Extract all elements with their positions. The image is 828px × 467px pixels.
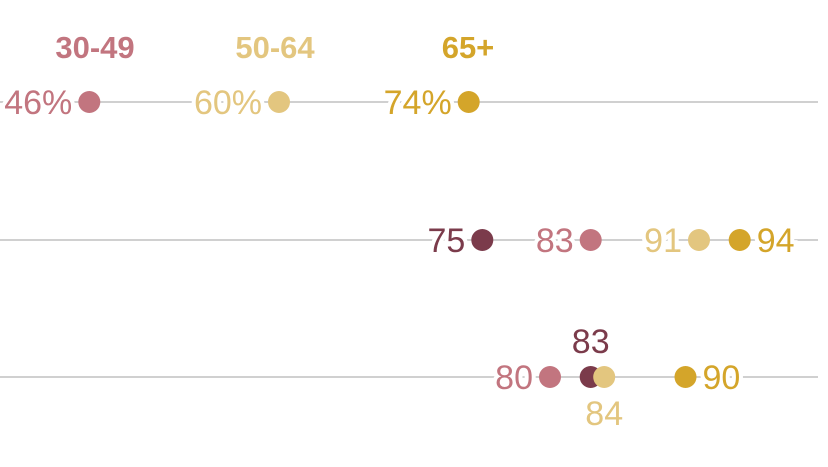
dot-s65-row3 [674, 366, 697, 388]
value-label-s50-row1: 60% [194, 84, 262, 122]
chart-rows: 46% 60% 74% 75 83 91 94 83 80 84 90 [0, 80, 818, 437]
value-label-s65-row3: 90 [703, 359, 741, 397]
chart-row-2: 75 83 91 94 [0, 218, 818, 264]
value-label-s18-row2: 75 [427, 222, 465, 260]
dot-s50-row2 [688, 229, 710, 251]
dot-s50-row1 [268, 91, 290, 113]
value-label-s65-row2: 94 [757, 222, 795, 260]
dot-s30-row1 [78, 91, 101, 113]
value-label-s30-row1: 46% [4, 84, 72, 122]
dot-s65-row2 [728, 229, 751, 251]
legend-label-50-64: 50-64 [235, 30, 315, 65]
value-label-s50-row3: 84 [585, 395, 623, 433]
legend: 30-49 50-64 65+ [55, 30, 494, 65]
dot-s18-row2 [471, 229, 494, 251]
legend-label-65-plus: 65+ [442, 30, 495, 65]
chart-row-3: 83 80 84 90 [0, 319, 818, 437]
dot-s30-row3 [539, 366, 561, 388]
dot-s50-row3 [593, 366, 616, 388]
value-label-s30-row2: 83 [536, 222, 574, 260]
dot-s65-row1 [457, 91, 480, 113]
chart-row-1: 46% 60% 74% [0, 80, 818, 126]
legend-label-30-49: 30-49 [55, 30, 134, 65]
value-label-s30-row3: 80 [495, 359, 533, 397]
value-label-s50-row2: 91 [644, 222, 682, 260]
value-label-s65-row1: 74% [384, 84, 452, 122]
dot-s30-row2 [579, 229, 602, 251]
value-label-s18-row3: 83 [572, 323, 610, 361]
